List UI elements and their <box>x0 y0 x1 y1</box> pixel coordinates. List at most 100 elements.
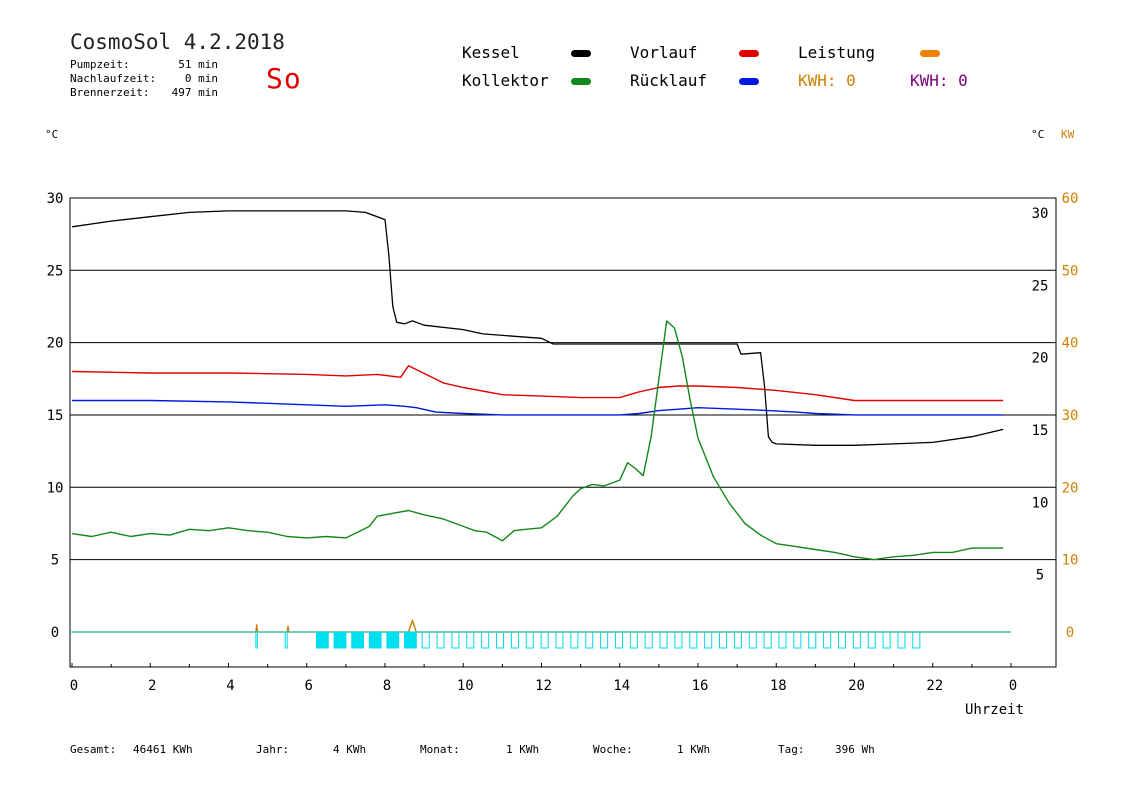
left-axis-unit: °C <box>45 128 59 141</box>
pump-pulse <box>255 631 258 649</box>
legend-kessel-swatch <box>571 50 591 57</box>
y-tick-label-left: 25 <box>47 263 64 279</box>
footer-day-label: Tag: <box>778 743 805 756</box>
afterrun-time-label: Nachlaufzeit: <box>70 72 157 85</box>
pump-pulse <box>733 631 742 649</box>
series-kollektor-line <box>71 320 1004 561</box>
pump-pulse <box>525 631 534 649</box>
footer-month-value: 1 KWh <box>506 743 540 756</box>
legend-kollektor: Kollektor <box>462 71 549 90</box>
pump-pulse <box>316 631 329 649</box>
pump-pulse <box>882 631 891 649</box>
day-label: So <box>266 62 302 95</box>
series-rcklauf-line <box>72 399 1004 416</box>
y-tick-label-kw: 60 <box>1062 191 1079 207</box>
pump-pulse <box>614 631 623 649</box>
pump-pulse <box>451 631 460 649</box>
pump-pulse <box>763 631 772 649</box>
series-vorlauf-line <box>71 365 1004 402</box>
y-tick-label-left: 5 <box>51 553 59 569</box>
burner-time-label: Brennerzeit: <box>70 86 150 99</box>
footer-week-label: Woche: <box>593 743 633 756</box>
y-tick-label-kw: 20 <box>1062 480 1079 496</box>
x-axis-label: Uhrzeit <box>965 702 1025 718</box>
pump-pulse <box>748 631 757 649</box>
legend-kwh-solar: KWH: 0 <box>798 71 856 90</box>
pump-pulse <box>436 631 445 649</box>
x-tick-label: 16 <box>692 678 709 694</box>
footer-year-label: Jahr: <box>256 743 290 756</box>
x-tick-label: 4 <box>226 678 234 694</box>
pump-pulse <box>897 631 906 649</box>
legend-kollektor-swatch <box>571 78 591 85</box>
pump-pulse <box>867 631 876 649</box>
pump-pulse <box>852 631 861 649</box>
pump-pulse <box>629 631 638 649</box>
legend-leistung: Leistung <box>798 43 876 62</box>
x-tick-label: 20 <box>848 678 865 694</box>
pump-pulse <box>386 631 400 649</box>
pump-pulse <box>823 631 832 649</box>
grid-layer <box>69 197 1057 668</box>
y-tick-label-kw: 50 <box>1062 263 1079 279</box>
legend-vorlauf: Vorlauf <box>630 43 698 62</box>
pump-pulse <box>793 631 802 649</box>
footer-day-value: 396 Wh <box>835 743 875 756</box>
app-title: CosmoSol 4.2.2018 <box>70 30 285 54</box>
x-tick-label: 2 <box>148 678 156 694</box>
pump-time-label: Pumpzeit: <box>70 58 130 71</box>
x-tick-label: 10 <box>457 678 474 694</box>
pump-pulse <box>284 631 288 649</box>
series-leistung-line <box>72 619 1011 633</box>
pump-pulse <box>351 631 364 649</box>
x-tick-label: 0 <box>70 678 78 694</box>
pump-pulse <box>368 631 382 649</box>
legend-kwh-other: KWH: 0 <box>910 71 968 90</box>
y-tick-label-right: 30 <box>1032 206 1049 222</box>
y-tick-label-kw: 0 <box>1066 625 1074 641</box>
pump-time-value: 51 min <box>178 58 218 71</box>
pump-pulse <box>912 631 921 649</box>
footer-month-label: Monat: <box>420 743 460 756</box>
x-tick-label: 14 <box>613 678 630 694</box>
pump-activity-layer <box>70 631 1011 649</box>
legend-ruecklauf: Rücklauf <box>630 71 708 90</box>
pump-pulse <box>510 631 519 649</box>
legend-kessel: Kessel <box>462 43 520 62</box>
y-tick-label-kw: 30 <box>1062 408 1079 424</box>
y-tick-label-kw: 40 <box>1062 336 1079 352</box>
pump-pulse <box>555 631 564 649</box>
series-kessel-line <box>71 210 1004 446</box>
x-tick-label: 18 <box>770 678 787 694</box>
pump-pulse <box>704 631 713 649</box>
pump-pulse <box>496 631 505 649</box>
y-tick-label-right: 15 <box>1032 423 1049 439</box>
y-tick-label-left: 20 <box>47 336 64 352</box>
legend-leistung-swatch <box>920 50 940 57</box>
x-tick-label: 12 <box>535 678 552 694</box>
pump-pulse <box>719 631 728 649</box>
legend-vorlauf-swatch <box>739 50 759 57</box>
plot-frame <box>69 197 1057 668</box>
pump-pulse <box>421 631 430 649</box>
pump-pulse <box>808 631 817 649</box>
pump-pulse <box>674 631 683 649</box>
footer-total-label: Gesamt: <box>70 743 117 756</box>
pump-pulse <box>659 631 668 649</box>
pump-pulse <box>689 631 698 649</box>
pump-pulse <box>837 631 847 649</box>
right-axis-unit-kw: KW <box>1061 128 1075 141</box>
y-tick-label-left: 0 <box>51 625 59 641</box>
y-tick-label-right: 10 <box>1032 495 1049 511</box>
right-axis-unit: °C <box>1031 128 1045 141</box>
y-tick-label-right: 20 <box>1032 351 1049 367</box>
x-tick-label: 22 <box>926 678 943 694</box>
pump-pulse <box>333 631 347 649</box>
pump-pulse <box>466 631 475 649</box>
footer-year-value: 4 KWh <box>333 743 367 756</box>
y-tick-label-right: 5 <box>1036 568 1044 584</box>
x-tick-label: 0 <box>1009 678 1017 694</box>
pump-pulse <box>600 631 609 649</box>
